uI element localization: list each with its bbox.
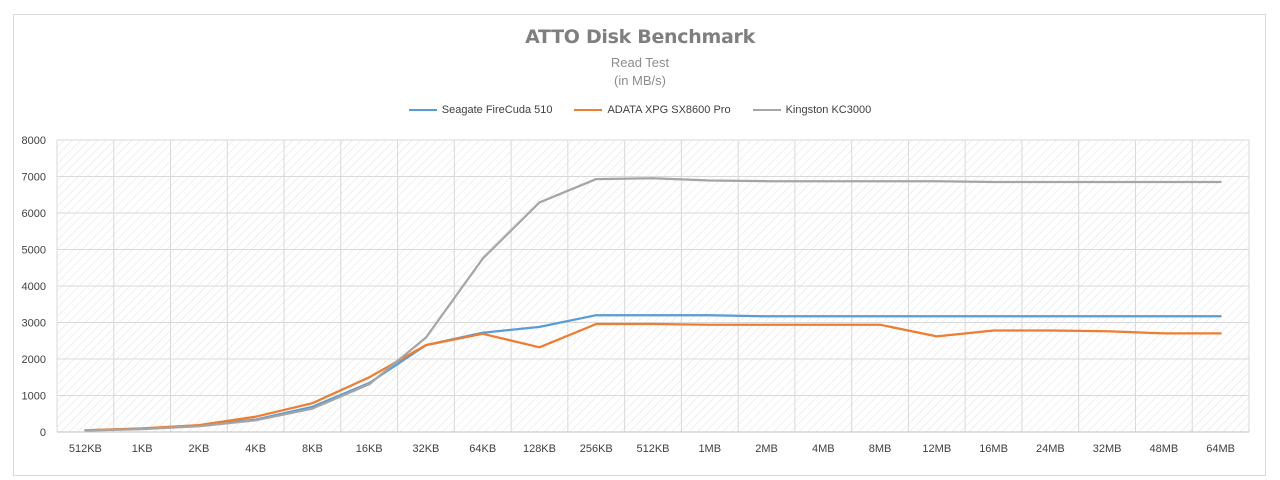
- x-tick-label-5: 16KB: [356, 443, 383, 455]
- x-tick-label-12: 2MB: [755, 443, 778, 455]
- x-tick-label-7: 64KB: [469, 443, 496, 455]
- y-tick-label-4: 4000: [22, 281, 46, 293]
- legend-item-series-0: Seagate FireCuda 510: [408, 104, 553, 116]
- y-tick-label-5: 5000: [22, 245, 46, 257]
- x-tick-label-17: 24MB: [1036, 443, 1065, 455]
- y-tick-label-2: 2000: [22, 354, 46, 366]
- y-tick-label-8: 8000: [22, 135, 46, 147]
- legend-item-series-2: Kingston KC3000: [752, 104, 872, 116]
- chart-units: (in MB/s): [614, 73, 666, 88]
- x-tick-label-18: 32MB: [1093, 443, 1122, 455]
- y-tick-label-0: 0: [40, 427, 46, 439]
- y-tick-label-6: 6000: [22, 208, 46, 220]
- legend-label-series-0: Seagate FireCuda 510: [441, 104, 553, 116]
- x-tick-label-19: 48MB: [1149, 443, 1178, 455]
- chart-legend: Seagate FireCuda 510 ADATA XPG SX8600 Pr…: [0, 104, 1280, 116]
- x-tick-label-11: 1MB: [698, 443, 721, 455]
- x-tick-label-16: 16MB: [979, 443, 1008, 455]
- x-tick-label-14: 8MB: [869, 443, 892, 455]
- x-tick-label-15: 12MB: [922, 443, 951, 455]
- x-tick-label-3: 4KB: [245, 443, 266, 455]
- series-line-1: [84, 322, 1222, 432]
- series-line-2: [84, 177, 1222, 432]
- x-tick-label-6: 32KB: [412, 443, 439, 455]
- y-tick-label-3: 3000: [22, 318, 46, 330]
- x-tick-label-9: 256KB: [580, 443, 613, 455]
- x-tick-label-2: 2KB: [189, 443, 210, 455]
- legend-swatch-series-0: [408, 109, 437, 111]
- x-tick-label-4: 8KB: [302, 443, 323, 455]
- legend-item-series-1: ADATA XPG SX8600 Pro: [574, 104, 731, 116]
- legend-swatch-series-2: [752, 109, 781, 111]
- x-tick-label-13: 4MB: [812, 443, 835, 455]
- legend-swatch-series-1: [574, 109, 603, 111]
- x-tick-label-20: 64MB: [1206, 443, 1235, 455]
- legend-label-series-2: Kingston KC3000: [785, 104, 872, 116]
- x-tick-label-0: 512KB: [69, 443, 102, 455]
- chart-title: ATTO Disk Benchmark: [525, 26, 755, 48]
- x-tick-label-8: 128KB: [523, 443, 556, 455]
- legend-label-series-1: ADATA XPG SX8600 Pro: [607, 104, 731, 116]
- y-tick-label-7: 7000: [22, 172, 46, 184]
- y-tick-label-1: 1000: [22, 391, 46, 403]
- chart-subtitle: Read Test: [610, 55, 670, 70]
- x-tick-label-1: 1KB: [132, 443, 153, 455]
- x-tick-label-10: 512KB: [636, 443, 669, 455]
